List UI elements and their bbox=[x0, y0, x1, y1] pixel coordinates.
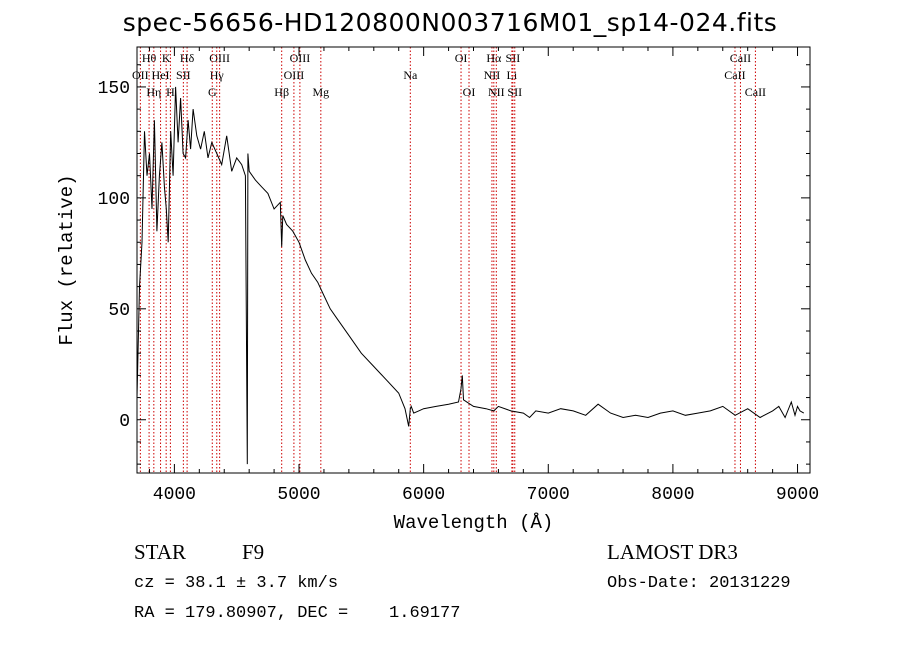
spectrum-line bbox=[136, 86, 805, 465]
marker-label: Hθ bbox=[142, 51, 157, 65]
object-subclass: F9 bbox=[242, 540, 265, 564]
marker-label: OIII bbox=[290, 51, 311, 65]
survey-label: LAMOST DR3 bbox=[607, 540, 738, 564]
marker-label: OII bbox=[132, 68, 149, 82]
marker-label: Hβ bbox=[274, 85, 289, 99]
x-tick-label: 8000 bbox=[651, 485, 694, 505]
marker-label: H bbox=[166, 85, 175, 99]
marker-label: K bbox=[162, 51, 171, 65]
y-tick-label: 50 bbox=[108, 301, 130, 321]
chart-title: spec-56656-HD120800N003716M01_sp14-024.f… bbox=[122, 8, 778, 37]
axes: 4000 5000 6000 7000 8000 9000 0 50 100 150 bbox=[98, 47, 819, 505]
marker-label: SII bbox=[506, 51, 521, 65]
y-tick-label: 0 bbox=[119, 412, 130, 432]
marker-label: OIII bbox=[209, 51, 230, 65]
marker-label: HeI bbox=[152, 68, 170, 82]
marker-label: Hη bbox=[146, 85, 161, 99]
object-class: STAR bbox=[134, 540, 186, 564]
marker-label: NII bbox=[488, 85, 505, 99]
marker-label: Hα bbox=[486, 51, 502, 65]
marker-label: Hδ bbox=[180, 51, 195, 65]
redshift-text: cz = 38.1 ± 3.7 km/s bbox=[134, 574, 339, 593]
plot-frame bbox=[136, 46, 811, 474]
marker-label: Na bbox=[403, 68, 418, 82]
line-markers: Hθ OII Hη K HeI H Hδ SII OIII Hγ G Hβ OIII OIII Mg Na OI… bbox=[132, 47, 766, 473]
marker-label: SII bbox=[507, 85, 522, 99]
x-tick-label: 7000 bbox=[527, 485, 570, 505]
x-tick-label: 5000 bbox=[277, 485, 320, 505]
marker-label: OI bbox=[455, 51, 468, 65]
obs-date: Obs-Date: 20131229 bbox=[607, 574, 791, 593]
marker-label: Hγ bbox=[210, 68, 225, 82]
x-tick-label: 6000 bbox=[402, 485, 445, 505]
marker-label: OIII bbox=[284, 68, 305, 82]
marker-label: Li bbox=[507, 68, 518, 82]
x-axis-label: Wavelength (Å) bbox=[394, 512, 554, 534]
x-tick-label: 4000 bbox=[153, 485, 196, 505]
x-tick-label: 9000 bbox=[776, 485, 819, 505]
marker-label: CaII bbox=[730, 51, 751, 65]
marker-label: CaII bbox=[745, 85, 766, 99]
marker-label: Mg bbox=[312, 85, 329, 99]
spectrum-series bbox=[136, 86, 805, 465]
y-tick-label: 150 bbox=[98, 79, 130, 99]
coordinates-text: RA = 179.80907, DEC = 1.69177 bbox=[134, 604, 461, 623]
marker-label: SII bbox=[176, 68, 191, 82]
y-axis-label: Flux (relative) bbox=[56, 174, 78, 345]
y-tick-label: 100 bbox=[98, 190, 130, 210]
marker-label: CaII bbox=[724, 68, 745, 82]
marker-label: G bbox=[208, 85, 217, 99]
marker-label: NII bbox=[484, 68, 501, 82]
marker-label: OI bbox=[463, 85, 476, 99]
